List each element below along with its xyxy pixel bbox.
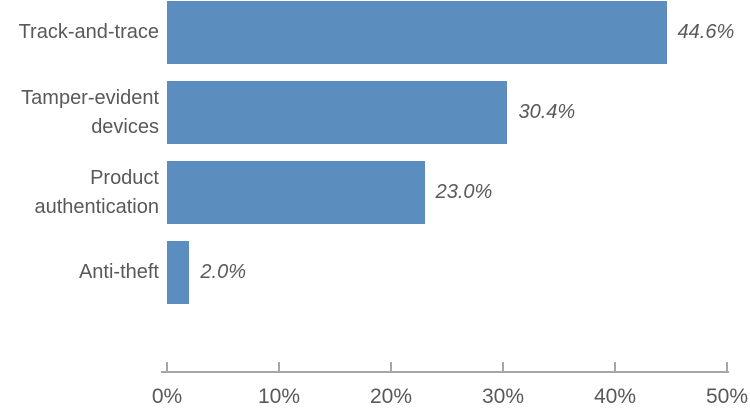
category-label-track-and-trace: Track-and-trace (18, 21, 159, 43)
x-axis-tick-0% (166, 362, 168, 371)
x-axis-tick-label-0%: 0% (151, 385, 183, 408)
x-axis-tick-10% (278, 362, 280, 371)
x-axis-tick-label-30%: 30% (481, 385, 525, 408)
x-axis-tick-label-10%: 10% (257, 385, 301, 408)
x-axis-tick-label-40%: 40% (593, 385, 637, 408)
bar-tamper-evident-devices (167, 81, 508, 144)
category-label-anti-theft: Anti-theft (78, 261, 159, 283)
x-axis-tick-20% (390, 362, 392, 371)
x-axis-tick-50% (726, 362, 728, 371)
bar-track-and-trace (167, 1, 667, 64)
x-axis-tick-label-50%: 50% (705, 385, 749, 408)
category-label-product-authentication: Product authentication (34, 166, 159, 218)
value-label-anti-theft: 2.0% (200, 261, 246, 283)
bar-anti-theft (167, 241, 190, 304)
category-label-tamper-evident-devices: Tamper-evident devices (21, 86, 159, 138)
x-axis-tick-label-20%: 20% (369, 385, 413, 408)
x-axis-tick-40% (614, 362, 616, 371)
x-axis-line (161, 371, 729, 373)
bar-product-authentication (167, 161, 425, 224)
value-label-tamper-evident-devices: 30.4% (518, 101, 576, 123)
value-label-product-authentication: 23.0% (435, 181, 493, 203)
value-label-track-and-trace: 44.6% (677, 21, 735, 43)
x-axis-tick-30% (502, 362, 504, 371)
